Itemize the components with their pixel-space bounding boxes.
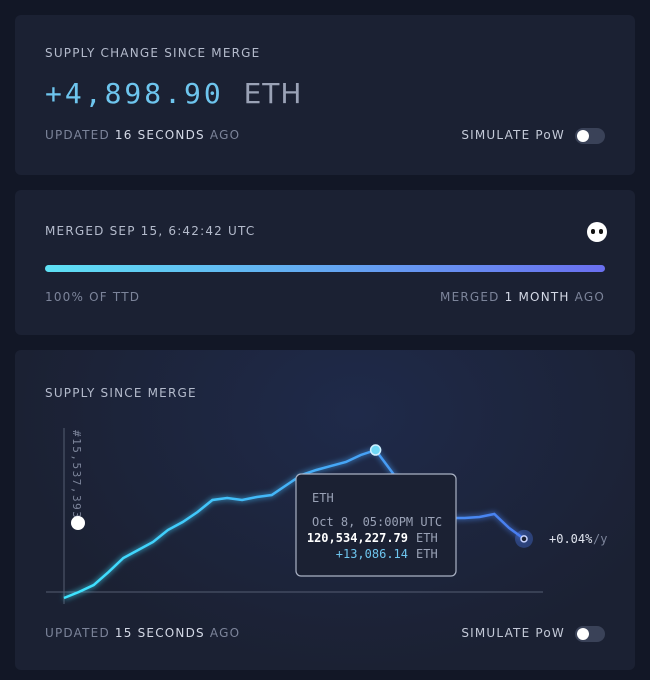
t: AGO [209,626,241,640]
t: MERGED [440,290,500,304]
tooltip-unit: ETH [416,547,438,561]
t: AGO [209,128,241,142]
tooltip [295,473,457,577]
updated: UPDATED 15 SECONDS AGO [45,626,240,640]
label: MERGED SEP 15, 6:42:42 UTC [45,224,256,238]
merged: MERGED 1 MONTH AGO [440,290,605,304]
t: UPDATED [45,626,110,640]
t: 1 MONTH [504,290,570,304]
chart-title: SUPPLY SINCE MERGE [45,386,197,400]
t: 16 SECONDS [114,128,205,142]
end-dot [520,535,528,543]
progress-label: 100% OF TTD [45,290,141,304]
updated: UPDATED 16 SECONDS AGO [45,128,240,142]
t: AGO [574,290,605,304]
toggle[interactable] [575,128,605,144]
supply-value: +4,898.90 [45,77,224,110]
tooltip-title: ETH [312,491,334,505]
rate: +0.04% [549,532,593,546]
tooltip-date: Oct 8, 05:00PM UTC [312,515,442,529]
highlight-dot [369,444,382,456]
tooltip-unit: ETH [416,531,438,545]
progress-track [45,265,605,272]
supply-card: SUPPLY CHANGE SINCE MERGE +4,898.90 ETH … [15,15,635,175]
rate-unit: /y [593,532,607,546]
panda-icon [71,516,85,530]
panda-icon [587,222,607,242]
block-label: #15,537,393 [70,430,83,519]
t: 15 SECONDS [114,626,205,640]
value-row: +4,898.90 ETH [45,77,302,110]
tooltip-change: +13,086.14 [336,547,408,561]
tooltip-supply: 120,534,227.79 [307,531,408,545]
toggle[interactable] [575,626,605,642]
label: SUPPLY CHANGE SINCE MERGE [45,46,261,60]
unit: ETH [243,77,303,110]
toggle-label: SIMULATE PoW [461,128,565,142]
toggle-label: SIMULATE PoW [461,626,565,640]
progress-bar [45,265,605,272]
merge-card: MERGED SEP 15, 6:42:42 UTC 100% OF TTD M… [15,190,635,335]
t: UPDATED [45,128,110,142]
